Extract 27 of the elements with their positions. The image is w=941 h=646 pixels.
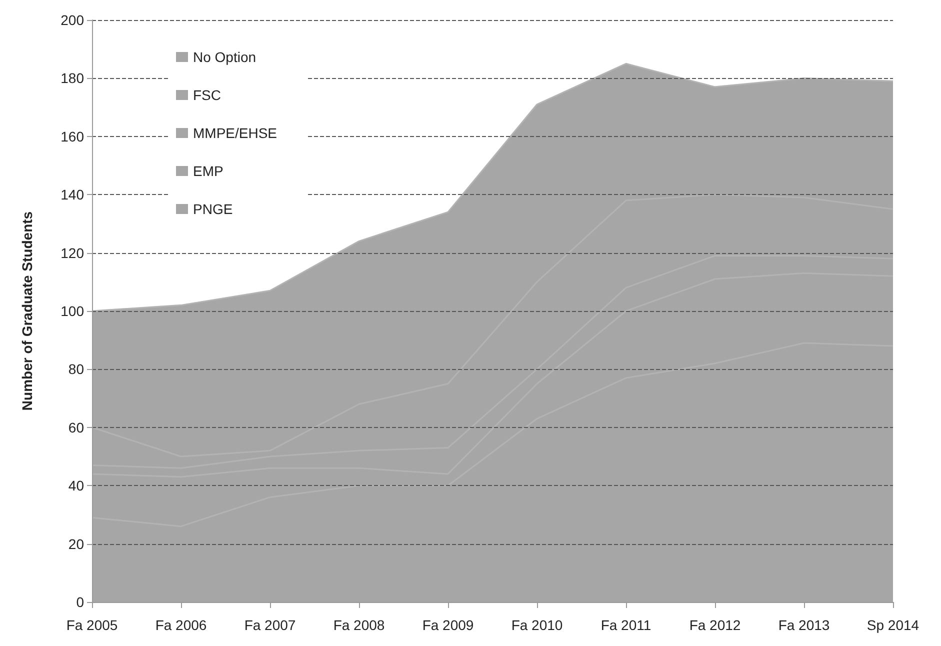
y-tick-label: 120: [60, 244, 84, 261]
legend-label: EMP: [193, 163, 224, 179]
x-tick-label: Fa 2013: [778, 617, 830, 633]
y-tick-label: 100: [60, 303, 84, 319]
y-tick-label: 40: [68, 478, 84, 494]
y-tick-label: 60: [68, 419, 84, 436]
x-tick-label: Fa 2006: [155, 617, 207, 633]
legend-label: No Option: [193, 49, 256, 65]
x-tick-label: Fa 2011: [600, 617, 652, 633]
x-tick-label: Fa 2008: [333, 617, 385, 633]
y-tick-label: 80: [68, 361, 84, 378]
legend-label: FSC: [193, 87, 221, 103]
y-tick-label: 20: [68, 536, 84, 552]
y-tick-label: 140: [60, 186, 84, 203]
x-tick-label: Sp 2014: [866, 617, 920, 633]
y-tick-label: 200: [60, 12, 84, 28]
x-tick-label: Fa 2005: [66, 617, 118, 633]
y-tick-label: 0: [76, 594, 84, 610]
legend-label: PNGE: [193, 201, 233, 217]
legend-label: MMPE/EHSE: [193, 125, 278, 141]
x-tick-label: Fa 2010: [511, 617, 563, 633]
x-tick-label: Fa 2012: [689, 617, 741, 633]
x-tick-label: Fa 2009: [422, 617, 474, 633]
y-tick-label: 180: [60, 70, 84, 86]
x-tick-label: Fa 2007: [244, 617, 296, 633]
y-tick-label: 160: [60, 128, 84, 144]
y-axis-title: Number of Graduate Students: [19, 211, 35, 411]
